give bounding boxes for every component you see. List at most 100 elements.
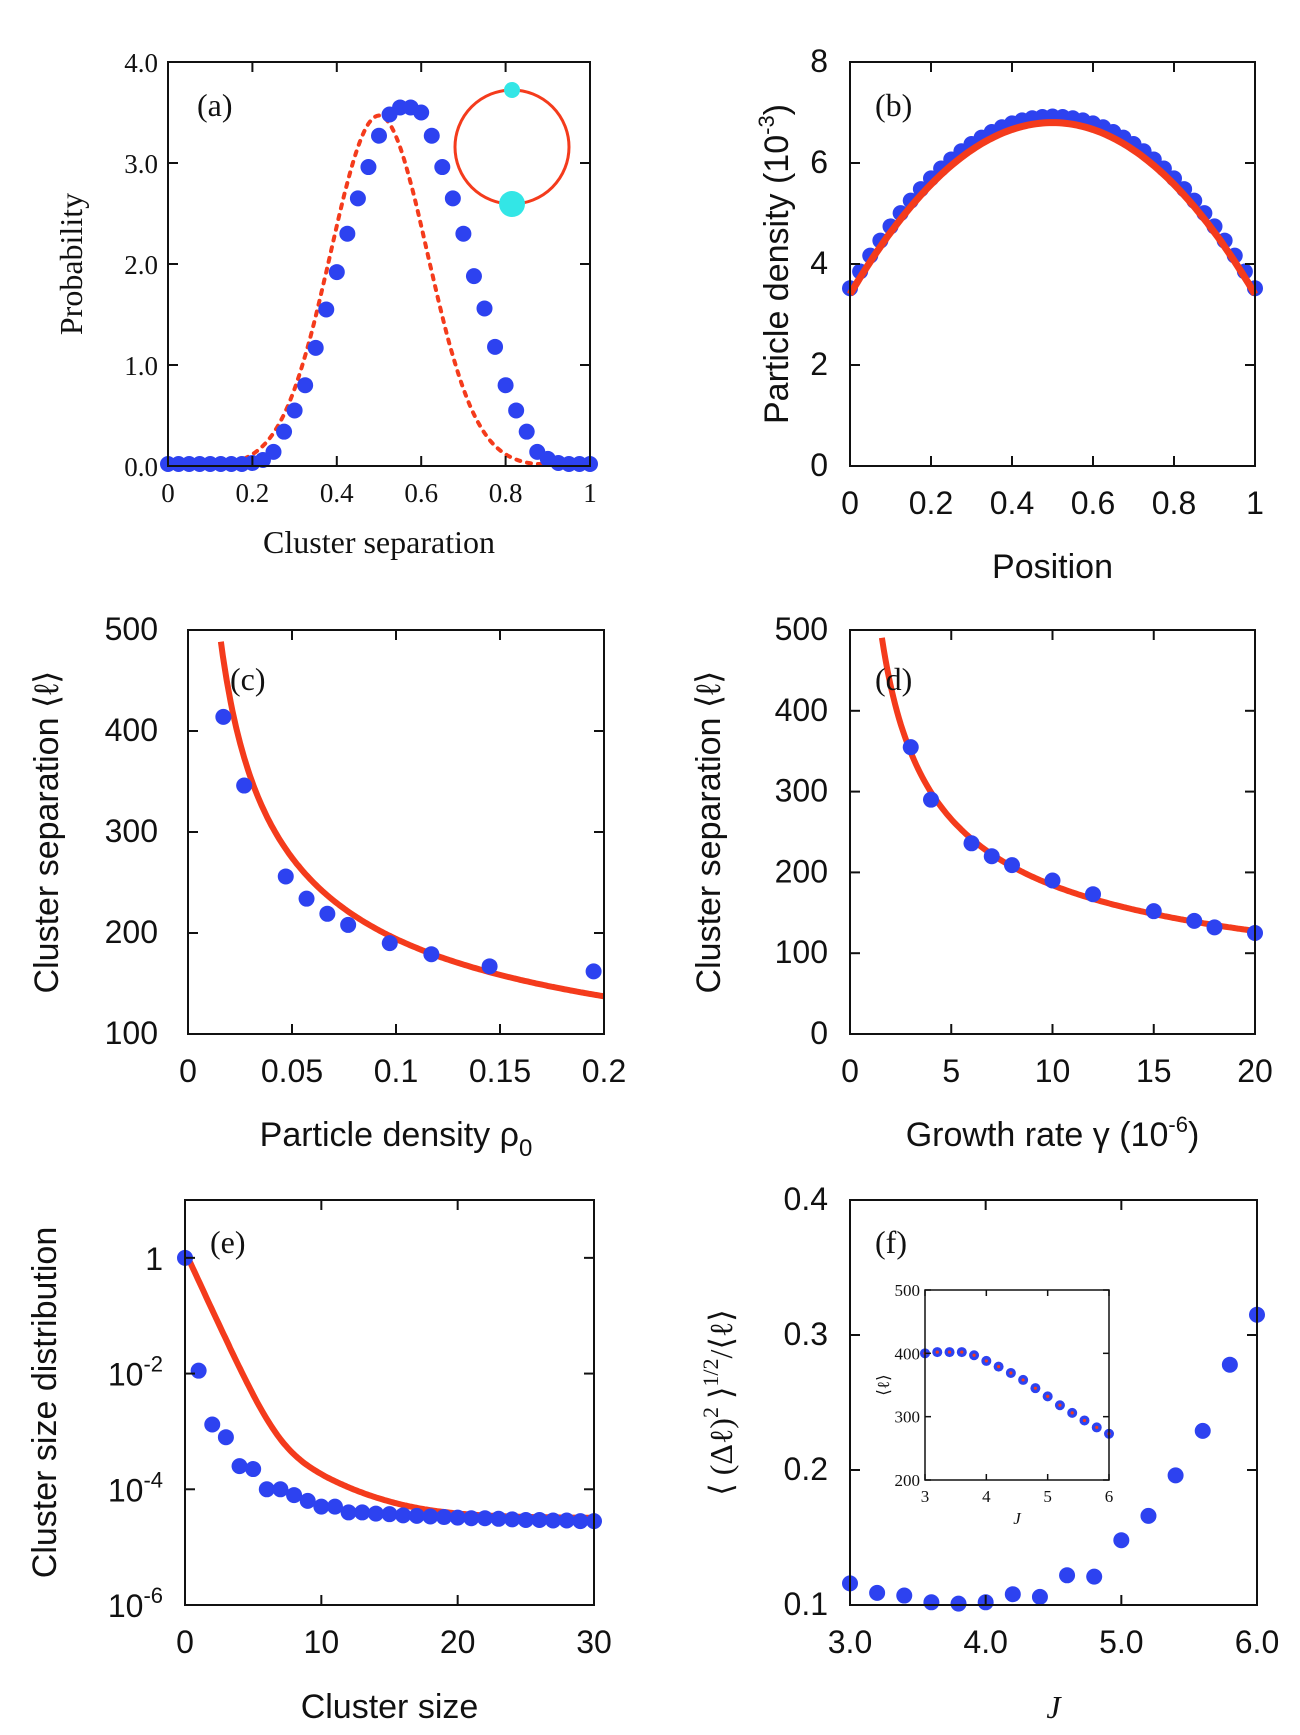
y-label-exp2: 1/2 [698, 1358, 723, 1386]
inset-ytick-label: 300 [895, 1408, 921, 1427]
y-axis-label-e: Cluster size distribution [26, 1227, 64, 1578]
data-point-d [983, 848, 1000, 865]
y-label-exponent: -3 [754, 115, 779, 135]
a-xtick-label: 0.4 [320, 478, 354, 508]
data-point-f [1167, 1467, 1184, 1484]
data-point-a [497, 377, 514, 394]
data-point-e [449, 1509, 466, 1526]
data-point-a [265, 443, 282, 460]
data-point-a [276, 423, 293, 440]
data-point-a [297, 377, 314, 394]
inset-background [925, 1290, 1109, 1480]
data-point-e [326, 1498, 343, 1515]
y-axis-label-c: Cluster separation ⟨ℓ⟩ [28, 671, 66, 994]
data-point-a [371, 127, 387, 144]
data-point-a [307, 339, 324, 356]
fit-curve-e [184, 1255, 594, 1521]
inset-x-axis-label: J [1013, 1509, 1022, 1528]
data-point-a [455, 225, 472, 242]
b-ytick-label: 2 [810, 346, 828, 382]
d-xtick-label: 15 [1136, 1053, 1172, 1089]
a-ytick-label: 0.0 [124, 452, 158, 482]
a-ytick-label: 1.0 [124, 351, 158, 381]
data-point-a [518, 423, 535, 440]
y-axis-label-f: ⟨ (Δℓ)2 ⟩1/2/⟨ℓ⟩ [698, 1309, 739, 1496]
data-point-a [508, 402, 525, 419]
b-xtick-label: 0 [841, 485, 859, 521]
data-point-d [923, 791, 939, 808]
inset-xtick-label: 3 [921, 1487, 930, 1506]
data-point-a [444, 190, 461, 207]
c-ytick-label: 400 [105, 712, 158, 748]
f-xtick-label: 5.0 [1099, 1624, 1143, 1660]
data-point-f [1086, 1568, 1103, 1585]
b-ytick-label: 8 [810, 43, 828, 79]
b-xtick-label: 0.6 [1071, 485, 1115, 521]
c-xtick-label: 0.05 [261, 1053, 323, 1089]
d-xtick-label: 5 [942, 1053, 960, 1089]
c-ytick-label: 500 [105, 611, 158, 647]
c-xtick-label: 0.15 [469, 1053, 531, 1089]
inset-y-axis-label: ⟨ℓ⟩ [874, 1374, 893, 1395]
inset-fit-dot [935, 1350, 939, 1354]
data-point-e [367, 1505, 384, 1522]
data-point-c [215, 708, 232, 725]
data-point-c [236, 777, 253, 794]
inset-fit-dot [1046, 1394, 1050, 1398]
f-xtick-label: 6.0 [1235, 1624, 1279, 1660]
x-axis-label-a: Cluster separation [263, 524, 495, 560]
x-axis-label-f: J [1046, 1689, 1062, 1725]
inset-fit-dot [947, 1350, 952, 1354]
a-ytick-label: 2.0 [124, 250, 158, 280]
panel-label-c: (c) [230, 661, 266, 697]
x-label-subscript: 0 [519, 1135, 532, 1162]
data-point-a [328, 264, 345, 281]
c-ytick-label: 200 [105, 914, 158, 950]
data-point-e [395, 1507, 412, 1524]
f-ytick-label: 0.3 [784, 1316, 828, 1352]
data-point-c [298, 890, 315, 907]
x-axis-label-c: Particle density ρ0 [260, 1116, 533, 1162]
data-point-e [272, 1481, 289, 1498]
data-point-d [1085, 886, 1101, 903]
c-xtick-label: 0.2 [582, 1053, 626, 1089]
inset-fit-dot [1070, 1411, 1074, 1415]
inset-fit-dot [960, 1350, 964, 1354]
e-ytick-exponent: -4 [143, 1467, 163, 1492]
d-xtick-label: 20 [1237, 1053, 1273, 1089]
data-point-f [923, 1594, 940, 1611]
a-xtick-label: 0 [161, 478, 175, 508]
e-xtick-label: 10 [304, 1624, 340, 1660]
e-ytick-base: 1 [145, 1241, 163, 1277]
e-ytick-base: 10 [108, 1357, 144, 1393]
data-point-e [517, 1511, 534, 1528]
e-ytick-label: 10-4 [108, 1467, 163, 1508]
e-xtick-label: 30 [576, 1624, 612, 1660]
data-point-a [423, 127, 440, 144]
data-point-f [896, 1587, 913, 1604]
data-point-d [902, 739, 919, 756]
data-point-f [1221, 1356, 1238, 1373]
d-xtick-label: 10 [1035, 1053, 1071, 1089]
data-point-e [490, 1510, 507, 1527]
e-ytick-label: 1 [145, 1241, 163, 1277]
data-point-a [413, 104, 430, 121]
data-point-a [434, 159, 451, 176]
d-ytick-label: 500 [775, 611, 828, 647]
f-xtick-label: 4.0 [963, 1624, 1007, 1660]
b-xtick-label: 0.4 [990, 485, 1034, 521]
e-ytick-label: 10-6 [108, 1583, 163, 1624]
a-xtick-label: 0.8 [489, 478, 523, 508]
data-point-e [245, 1461, 262, 1478]
inset-xtick-label: 6 [1105, 1487, 1114, 1506]
data-point-e [299, 1492, 316, 1509]
c-ytick-label: 100 [105, 1015, 158, 1051]
small-cluster-icon [504, 82, 520, 98]
a-xtick-label: 0.6 [404, 478, 438, 508]
fit-curve-c [217, 641, 605, 1000]
data-point-f [1004, 1586, 1021, 1603]
data-point-c [381, 935, 398, 952]
data-point-e [558, 1512, 575, 1529]
d-ytick-label: 200 [775, 853, 828, 889]
